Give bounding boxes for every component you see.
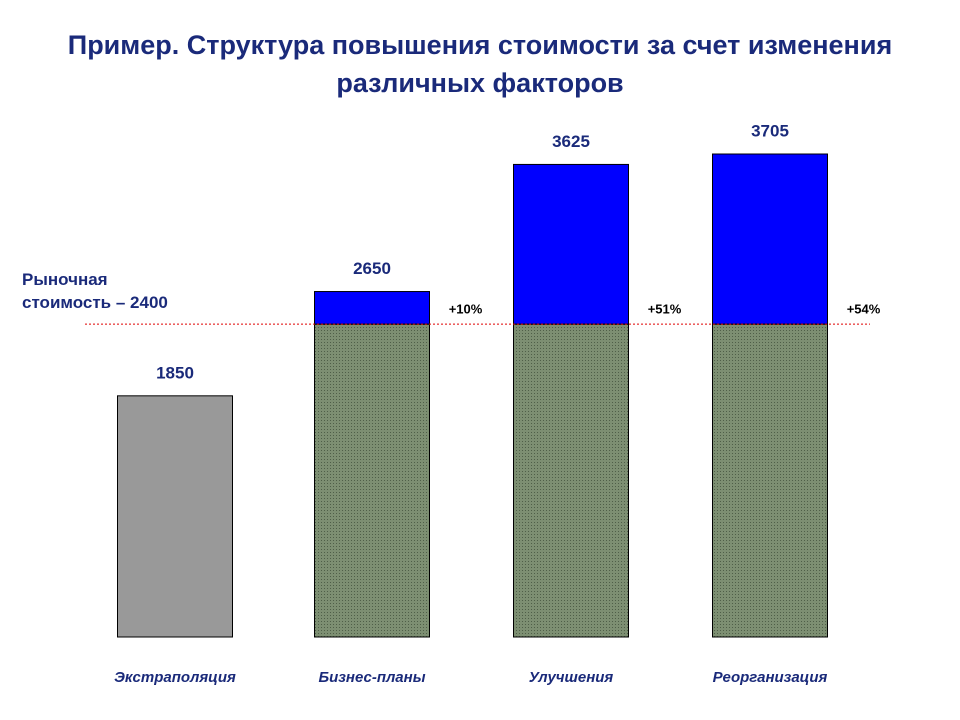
- category-label: Экстраполяция: [114, 669, 236, 686]
- chart-title: Пример. Структура повышения стоимости за…: [67, 30, 893, 98]
- value-label: 2650: [353, 259, 391, 278]
- bar-base: [712, 323, 828, 638]
- value-label: 3625: [552, 132, 590, 151]
- premium-label: +10%: [449, 302, 483, 317]
- category-label: Реорганизация: [713, 669, 828, 686]
- value-label: 1850: [156, 363, 194, 382]
- bar-base: [513, 323, 629, 638]
- premium-label: +51%: [648, 302, 682, 317]
- category-label: Улучшения: [529, 669, 614, 686]
- premium-label: +54%: [847, 302, 881, 317]
- bar: [117, 395, 233, 638]
- category-label: Бизнес-планы: [318, 669, 425, 686]
- bar-increase: [314, 291, 430, 325]
- bar-base: [314, 323, 430, 638]
- bar-increase: [712, 153, 828, 325]
- value-label: 3705: [751, 121, 789, 140]
- bar-increase: [513, 163, 629, 325]
- reference-label: Рыночная стоимость – 2400: [22, 270, 168, 312]
